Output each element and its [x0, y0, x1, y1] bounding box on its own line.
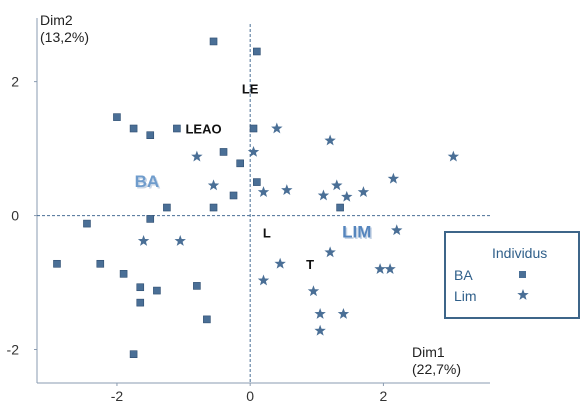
- data-point-lim: [387, 172, 400, 184]
- annotation-shadow-lim: LIM: [344, 224, 373, 243]
- data-point-lim: [324, 134, 336, 146]
- data-point-ba: [253, 47, 261, 56]
- data-point-lim: [391, 224, 403, 236]
- annotation-shadow-ba: BA: [136, 174, 161, 193]
- data-point-lim: [257, 274, 270, 286]
- data-point-ba: [129, 350, 138, 359]
- y-tick-label: -2: [7, 342, 20, 358]
- data-point-ba: [193, 282, 201, 290]
- data-point-lim: [174, 235, 186, 246]
- data-point-ba: [83, 219, 91, 228]
- y-tick-label: 2: [11, 74, 19, 90]
- data-point-lim: [137, 235, 150, 246]
- data-point-ba: [153, 286, 161, 295]
- data-point-ba: [53, 259, 61, 268]
- data-point-ba: [209, 37, 218, 46]
- x-axis-title: Dim1 (22,7%): [412, 344, 461, 378]
- data-point-ba: [113, 113, 121, 121]
- data-point-lim: [324, 246, 336, 258]
- data-point-lim: [307, 285, 320, 297]
- y-axis-label: Dim2: [40, 12, 73, 28]
- data-point-ba: [219, 148, 228, 156]
- data-point-lim: [374, 263, 386, 274]
- data-point-ba: [96, 259, 105, 268]
- data-point-ba: [249, 124, 258, 133]
- data-points: [53, 37, 460, 359]
- legend-label-ba: BA: [454, 267, 473, 283]
- data-point-lim: [271, 122, 283, 134]
- x-tick-label: 2: [380, 388, 388, 404]
- data-point-lim: [257, 186, 270, 197]
- legend-star-marker: [517, 289, 529, 300]
- data-point-lim: [274, 257, 286, 269]
- tick-labels: -2 0 2 -2 0 2: [7, 74, 388, 404]
- y-axis-title: Dim2 (13,2%): [40, 12, 89, 46]
- data-point-lim: [191, 150, 203, 162]
- data-point-ba: [129, 124, 138, 133]
- data-point-lim: [314, 308, 326, 319]
- data-point-lim: [207, 179, 220, 191]
- data-point-lim: [447, 150, 460, 162]
- data-point-lim: [341, 190, 353, 202]
- data-point-lim: [281, 184, 293, 195]
- data-point-ba: [253, 178, 261, 186]
- legend-square-marker: [519, 271, 526, 278]
- data-point-ba: [136, 298, 145, 307]
- data-point-lim: [331, 179, 343, 191]
- y-tick-label: 0: [11, 208, 19, 224]
- data-point-ba: [163, 203, 171, 212]
- data-point-ba: [173, 124, 181, 133]
- data-point-lim: [357, 186, 370, 197]
- legend: Individus BA Lim: [444, 231, 580, 319]
- legend-title: Individus: [492, 245, 548, 261]
- data-point-ba: [146, 215, 155, 223]
- data-point-lim: [314, 324, 326, 336]
- data-point-ba: [203, 315, 211, 324]
- x-tick-label: 0: [246, 388, 254, 404]
- annotation-leao: LEAO: [185, 122, 221, 137]
- annotation-t: T: [306, 257, 314, 272]
- annotation-ba: BA: [135, 172, 160, 191]
- legend-label-lim: Lim: [454, 288, 477, 304]
- data-point-ba: [229, 191, 238, 200]
- data-point-lim: [247, 145, 260, 157]
- data-point-ba: [336, 203, 344, 212]
- x-axis-label: Dim1: [412, 344, 445, 360]
- data-point-lim: [317, 189, 330, 201]
- y-axis-sublabel: (13,2%): [40, 29, 90, 45]
- annotation-l: L: [263, 225, 271, 240]
- data-point-ba: [209, 203, 218, 212]
- x-axis-sublabel: (22,7%): [412, 361, 462, 377]
- reference-lines: [37, 24, 490, 383]
- data-point-ba: [146, 131, 155, 140]
- data-point-ba: [136, 283, 145, 292]
- data-point-ba: [236, 159, 244, 168]
- axes: [34, 18, 490, 386]
- data-point-lim: [337, 308, 350, 319]
- data-point-ba: [119, 270, 128, 278]
- x-tick-label: -2: [111, 388, 124, 404]
- annotation-le: LE: [242, 81, 259, 96]
- annotation-lim: LIM: [342, 222, 371, 241]
- data-point-lim: [384, 263, 396, 274]
